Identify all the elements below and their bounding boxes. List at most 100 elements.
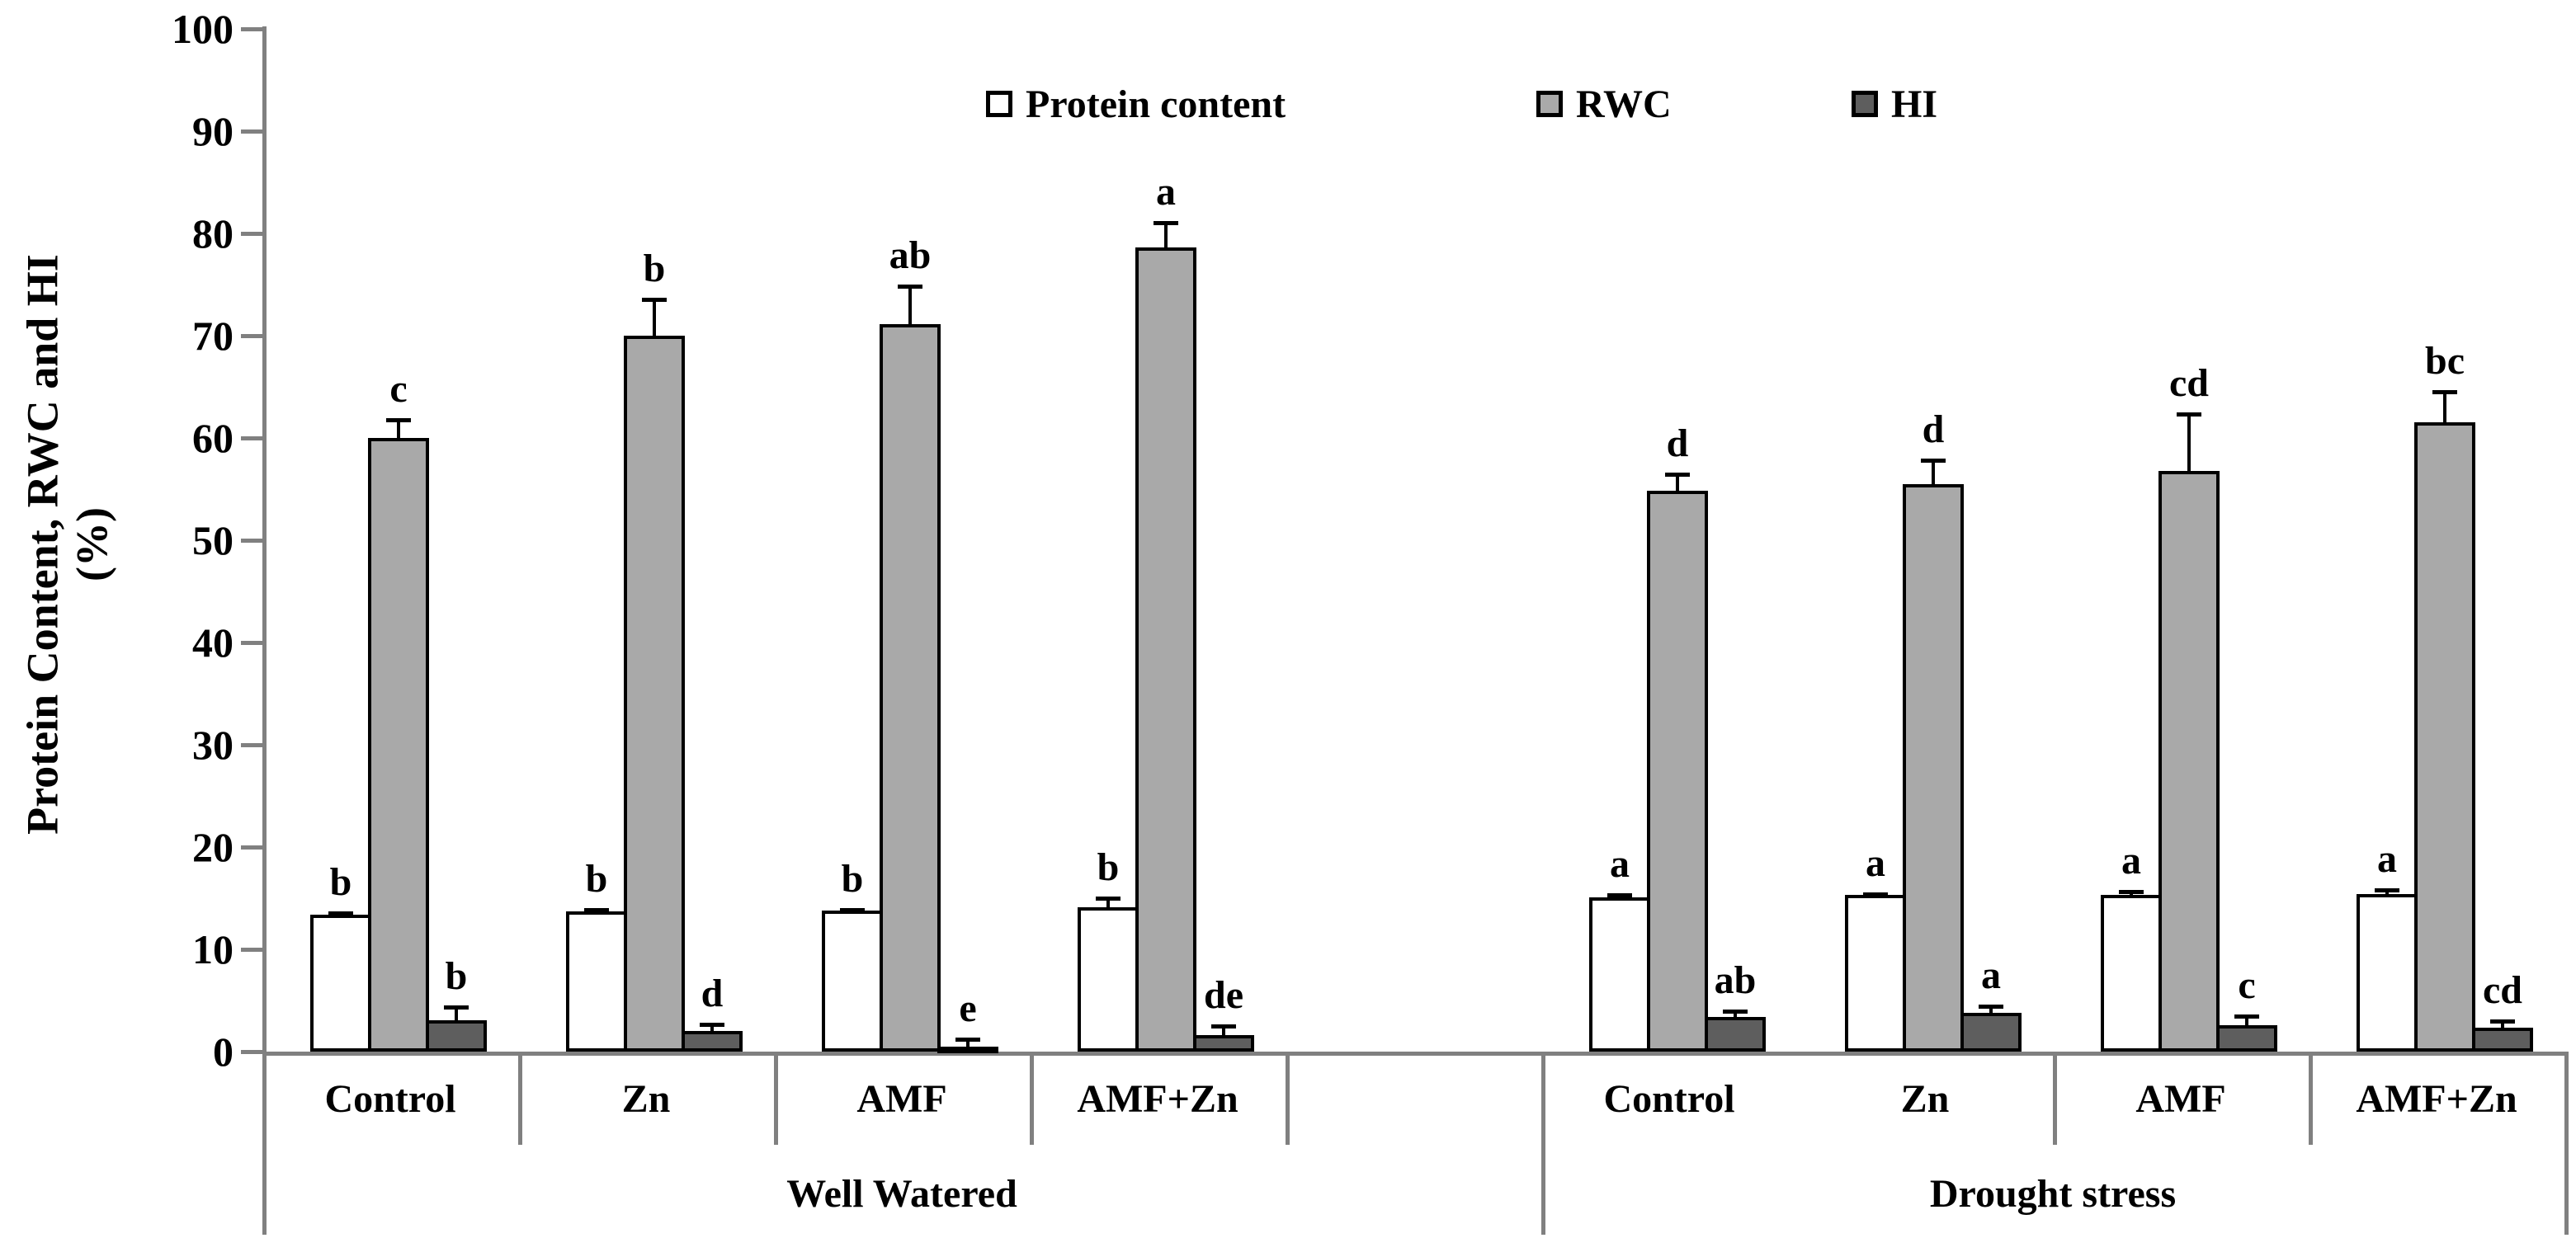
section-divider: [2564, 1052, 2569, 1235]
y-tick: [241, 27, 266, 31]
significance-letter: de: [1204, 972, 1243, 1017]
error-bar-cap: [2119, 890, 2144, 895]
bar-protein-content: [2101, 895, 2162, 1052]
legend-label-hi: HI: [1891, 82, 1938, 126]
significance-letter: a: [2121, 839, 2141, 883]
y-tick-label: 100: [172, 6, 234, 52]
error-bar-cap: [2375, 887, 2399, 892]
error-bar: [966, 1037, 970, 1047]
error-bar: [1676, 473, 1679, 492]
error-bar: [455, 1005, 458, 1020]
section-label-drought-stress: Drought stress: [1929, 1172, 2177, 1216]
legend-item-protein: Protein content: [986, 81, 1286, 127]
y-tick-label: 30: [192, 722, 234, 768]
significance-letter: a: [1981, 953, 2001, 997]
divider: [2309, 1052, 2313, 1145]
bar-rwc: [2414, 422, 2475, 1052]
error-bar-cap: [1979, 1004, 2003, 1009]
divider: [774, 1052, 778, 1145]
significance-letter: d: [1922, 407, 1945, 451]
error-bar-cap: [898, 285, 922, 289]
error-bar-cap: [386, 418, 411, 423]
significance-letter: cd: [2169, 361, 2209, 405]
bar-rwc: [1135, 247, 1196, 1052]
y-tick: [241, 129, 266, 134]
y-tick: [241, 641, 266, 645]
legend-item-hi: HI: [1852, 81, 1937, 127]
category-label: AMF+Zn: [2356, 1077, 2517, 1121]
legend-label-rwc: RWC: [1576, 82, 1672, 126]
error-bar: [653, 298, 656, 336]
significance-letter: a: [1610, 841, 1630, 886]
error-bar: [1164, 221, 1168, 248]
y-tick: [241, 436, 266, 440]
error-bar: [908, 285, 912, 325]
bar-rwc: [624, 336, 685, 1052]
error-bar: [2187, 412, 2191, 471]
y-tick: [241, 743, 266, 747]
divider: [1030, 1052, 1034, 1145]
legend-label-protein: Protein content: [1026, 82, 1286, 126]
bar-hi: [1960, 1012, 2022, 1052]
significance-letter: b: [841, 857, 864, 901]
protein-legend-swatch-icon: [986, 91, 1012, 117]
y-tick-label: 50: [192, 517, 234, 563]
significance-letter: e: [959, 986, 977, 1030]
error-bar-cap: [444, 1005, 469, 1010]
significance-letter: c: [389, 367, 408, 412]
category-label: Control: [1603, 1077, 1735, 1121]
divider: [518, 1052, 522, 1145]
significance-letter: a: [2377, 836, 2397, 881]
significance-letter: b: [445, 954, 468, 999]
bar-hi: [937, 1046, 998, 1053]
rwc-legend-swatch-icon: [1536, 91, 1563, 117]
bar-rwc: [1647, 491, 1708, 1052]
significance-letter: b: [329, 860, 352, 905]
bar-protein-content: [822, 910, 883, 1052]
y-tick: [241, 1050, 266, 1054]
bar-protein-content: [1589, 897, 1650, 1052]
significance-letter: cd: [2483, 967, 2522, 1012]
section-divider: [1541, 1052, 1545, 1235]
bar-protein-content: [1845, 895, 1906, 1052]
y-tick-label: 70: [192, 313, 234, 359]
y-tick-label: 80: [192, 210, 234, 257]
error-bar-cap: [1607, 892, 1632, 897]
significance-letter: a: [1866, 840, 1885, 885]
error-bar-cap: [1154, 221, 1178, 226]
error-bar-cap: [2234, 1014, 2259, 1019]
error-bar-cap: [328, 911, 353, 916]
error-bar-cap: [2177, 412, 2201, 417]
significance-letter: d: [701, 972, 724, 1016]
hi-legend-swatch-icon: [1852, 91, 1878, 117]
error-bar-cap: [955, 1037, 980, 1042]
significance-letter: ab: [1714, 958, 1757, 1003]
y-tick: [241, 845, 266, 850]
y-tick: [241, 334, 266, 338]
significance-letter: ab: [889, 233, 932, 277]
significance-letter: c: [2238, 963, 2256, 1008]
error-bar-cap: [700, 1023, 724, 1028]
bar-protein-content: [310, 914, 371, 1052]
significance-letter: b: [585, 857, 608, 901]
error-bar: [397, 418, 400, 438]
error-bar-cap: [1921, 458, 1946, 463]
y-tick-label: 40: [192, 619, 234, 666]
error-bar: [2443, 389, 2446, 423]
y-tick: [241, 539, 266, 543]
error-bar: [1932, 458, 1935, 484]
error-bar-cap: [1211, 1024, 1236, 1029]
error-bar-cap: [1096, 896, 1121, 901]
divider: [2053, 1052, 2057, 1145]
y-tick: [241, 232, 266, 236]
bar-rwc: [880, 324, 941, 1052]
error-bar: [1222, 1024, 1225, 1036]
error-bar-cap: [1723, 1010, 1748, 1014]
y-tick-label: 10: [192, 926, 234, 972]
divider: [1286, 1052, 1290, 1145]
error-bar-cap: [642, 298, 667, 303]
category-label: Control: [324, 1077, 456, 1121]
error-bar-cap: [2432, 389, 2457, 394]
y-tick-label: 60: [192, 415, 234, 461]
error-bar-cap: [1863, 892, 1888, 897]
